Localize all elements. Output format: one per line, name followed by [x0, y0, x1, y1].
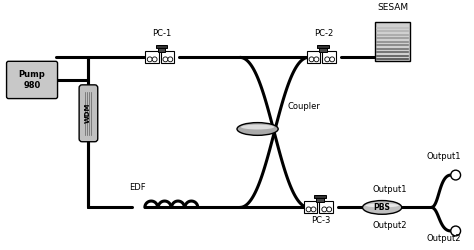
Circle shape: [325, 57, 330, 62]
Circle shape: [147, 57, 152, 62]
Text: WDM: WDM: [85, 103, 91, 124]
Circle shape: [314, 57, 319, 62]
Text: PBS: PBS: [374, 203, 391, 212]
FancyBboxPatch shape: [7, 61, 57, 98]
Bar: [318, 45, 329, 48]
Circle shape: [168, 57, 173, 62]
Bar: [157, 45, 165, 52]
Ellipse shape: [363, 200, 402, 214]
Circle shape: [327, 207, 332, 212]
Text: PC-1: PC-1: [152, 29, 171, 38]
Bar: [375, 22, 410, 61]
Text: EDF: EDF: [128, 183, 146, 192]
Text: Output1: Output1: [372, 185, 407, 194]
Text: Pump
980: Pump 980: [18, 70, 46, 90]
Text: PC-3: PC-3: [310, 216, 330, 225]
Ellipse shape: [237, 122, 278, 135]
Ellipse shape: [365, 204, 399, 208]
Text: SESAM: SESAM: [377, 3, 409, 12]
Text: Coupler: Coupler: [287, 102, 320, 111]
FancyBboxPatch shape: [79, 85, 98, 142]
Bar: [161, 50, 174, 63]
Circle shape: [306, 207, 311, 212]
Circle shape: [163, 57, 168, 62]
Circle shape: [451, 226, 461, 236]
Bar: [304, 200, 318, 213]
Circle shape: [311, 207, 316, 212]
Bar: [319, 45, 327, 52]
Text: Output2: Output2: [426, 234, 461, 243]
Circle shape: [152, 57, 157, 62]
Circle shape: [451, 170, 461, 180]
Bar: [307, 50, 320, 63]
Circle shape: [322, 207, 327, 212]
Bar: [319, 200, 333, 213]
Circle shape: [309, 57, 314, 62]
Ellipse shape: [241, 124, 274, 130]
Bar: [317, 195, 324, 202]
Text: Output2: Output2: [372, 221, 407, 230]
Bar: [322, 50, 336, 63]
Text: PC-2: PC-2: [314, 29, 333, 38]
Bar: [155, 45, 167, 48]
Bar: [314, 195, 326, 198]
Bar: [145, 50, 158, 63]
Text: Output1: Output1: [426, 152, 461, 161]
Circle shape: [330, 57, 335, 62]
